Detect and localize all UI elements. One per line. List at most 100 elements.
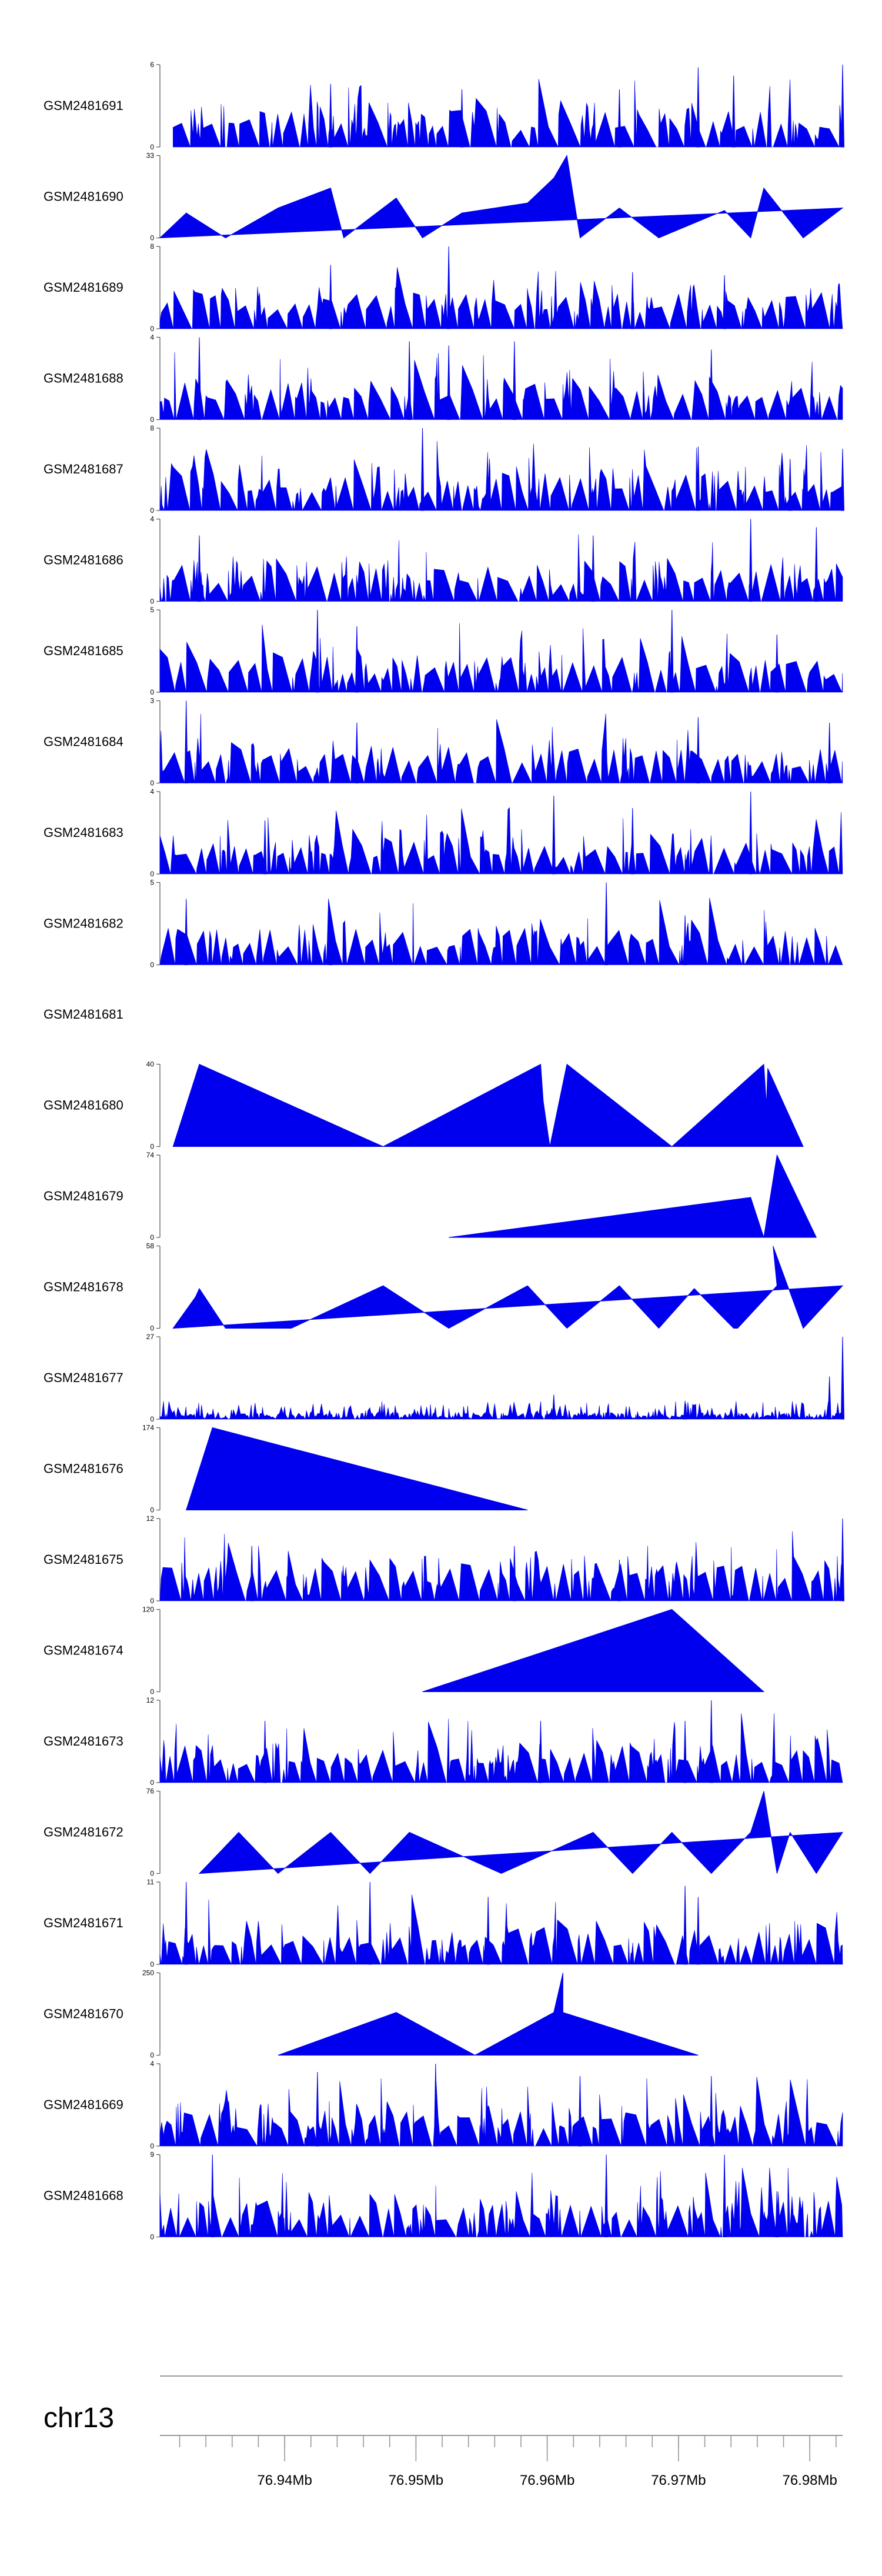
- coverage-peak: [617, 1559, 622, 1601]
- track-GSM2481671: GSM2481671 11 0: [44, 1878, 843, 1968]
- coverage-peak: [184, 1881, 188, 1965]
- coverage-peak: [604, 2154, 609, 2237]
- y-min-label: 0: [150, 1597, 154, 1605]
- coverage-area: [159, 1531, 843, 1601]
- coverage-peak: [552, 1394, 556, 1420]
- coverage-peak: [683, 915, 687, 965]
- track-label: GSM2481690: [44, 189, 123, 204]
- y-min-label: 0: [150, 1870, 154, 1878]
- y-max-label: 120: [142, 1606, 154, 1614]
- track-GSM2481678: GSM2481678 58 0: [44, 1242, 844, 1333]
- coverage-peak: [329, 84, 333, 148]
- track-label: GSM2481682: [44, 916, 123, 931]
- coverage-peak: [749, 791, 753, 875]
- chromosome-label: chr13: [44, 2403, 114, 2434]
- coverage-area: [159, 897, 843, 966]
- coverage-peak: [827, 1376, 831, 1420]
- y-min-label: 0: [150, 1324, 154, 1333]
- y-max-label: 12: [146, 1514, 155, 1523]
- y-min-label: 0: [150, 1233, 154, 1242]
- coverage-peak: [329, 265, 333, 329]
- coverage-peak: [315, 2071, 319, 2147]
- coverage-peak: [840, 1336, 845, 1420]
- coverage-peak: [539, 1720, 543, 1783]
- coverage-peak: [630, 807, 634, 875]
- coverage-peak: [788, 459, 792, 511]
- coverage-area: [159, 534, 843, 602]
- y-max-label: 9: [150, 2151, 154, 2159]
- coverage-area: [159, 2167, 843, 2237]
- coverage-area: [198, 1791, 843, 1874]
- track-GSM2481686: GSM2481686 4 0: [44, 515, 843, 606]
- coverage-area: [159, 352, 843, 420]
- coverage-area: [278, 1973, 699, 2056]
- track-GSM2481691: GSM2481691 6 0: [44, 61, 845, 151]
- coverage-peak: [407, 341, 412, 420]
- track-GSM2481680: GSM2481680 40 0: [44, 1060, 804, 1151]
- genome-axis: chr13 76.94Mb 76.95Mb 76.96Mb 76.97Mb 76.98M…: [44, 2375, 843, 2488]
- coverage-peak: [447, 246, 451, 329]
- coverage-peak: [683, 1720, 687, 1783]
- coverage-area: [449, 1154, 817, 1238]
- coverage-peak: [696, 717, 700, 783]
- track-label: GSM2481689: [44, 280, 123, 295]
- coverage-area: [172, 1246, 844, 1329]
- coverage-peak: [630, 272, 634, 329]
- y-max-label: 33: [146, 152, 155, 160]
- coverage-peak: [840, 64, 845, 148]
- coverage-peak: [486, 1897, 490, 1965]
- coverage-peak: [604, 882, 609, 965]
- track-GSM2481683: GSM2481683 4 0: [44, 788, 843, 878]
- y-min-label: 0: [150, 143, 154, 151]
- coverage-peak: [355, 722, 359, 783]
- track-GSM2481681: GSM2481681: [44, 1007, 123, 1022]
- coverage-area: [159, 441, 843, 512]
- y-max-label: 11: [147, 1878, 155, 1886]
- y-min-label: 0: [150, 234, 154, 242]
- coverage-peak: [552, 795, 556, 875]
- coverage-peak: [512, 341, 516, 420]
- coverage-peak: [696, 446, 700, 511]
- coverage-peak: [775, 634, 779, 693]
- coverage-area: [159, 807, 843, 875]
- track-GSM2481677: GSM2481677 27 0: [44, 1333, 845, 1423]
- y-min-label: 0: [150, 325, 154, 333]
- coverage-peak: [723, 275, 727, 329]
- y-min-label: 0: [150, 779, 154, 788]
- track-label: GSM2481675: [44, 1552, 123, 1567]
- coverage-area: [159, 2077, 843, 2147]
- coverage-peak: [329, 915, 333, 965]
- track-label: GSM2481683: [44, 825, 123, 840]
- track-label: GSM2481671: [44, 1916, 123, 1930]
- coverage-area: [173, 79, 843, 148]
- coverage-peak: [840, 1518, 845, 1601]
- y-min-label: 0: [150, 1688, 154, 1696]
- y-max-label: 8: [150, 242, 154, 251]
- track-label: GSM2481678: [44, 1280, 123, 1294]
- track-label: GSM2481684: [44, 735, 123, 749]
- track-label: GSM2481691: [44, 98, 123, 113]
- y-max-label: 4: [150, 2060, 154, 2068]
- coverage-peak: [433, 2063, 437, 2147]
- coverage-peak: [723, 2154, 727, 2237]
- track-label: GSM2481673: [44, 1734, 123, 1749]
- y-max-label: 6: [150, 61, 154, 69]
- track-GSM2481689: GSM2481689 8 0: [44, 242, 843, 333]
- track-label: GSM2481679: [44, 1189, 123, 1203]
- track-GSM2481679: GSM2481679 74 0: [44, 1151, 817, 1242]
- coverage-peak: [460, 89, 464, 148]
- y-max-label: 58: [146, 1242, 155, 1250]
- coverage-peak: [368, 1881, 372, 1965]
- axis-tick-label: 76.98Mb: [782, 2472, 837, 2488]
- track-label: GSM2481668: [44, 2188, 123, 2203]
- coverage-peak: [197, 535, 201, 602]
- coverage-area: [159, 1401, 843, 1420]
- y-min-label: 0: [150, 416, 154, 424]
- track-GSM2481687: GSM2481687 8 0: [44, 424, 845, 515]
- track-label: GSM2481686: [44, 553, 123, 568]
- track-GSM2481670: GSM2481670 250 0: [44, 1969, 699, 2060]
- coverage-peak: [696, 67, 700, 148]
- track-GSM2481688: GSM2481688 4 0: [44, 333, 843, 424]
- coverage-peak: [184, 700, 188, 783]
- track-label: GSM2481676: [44, 1461, 123, 1476]
